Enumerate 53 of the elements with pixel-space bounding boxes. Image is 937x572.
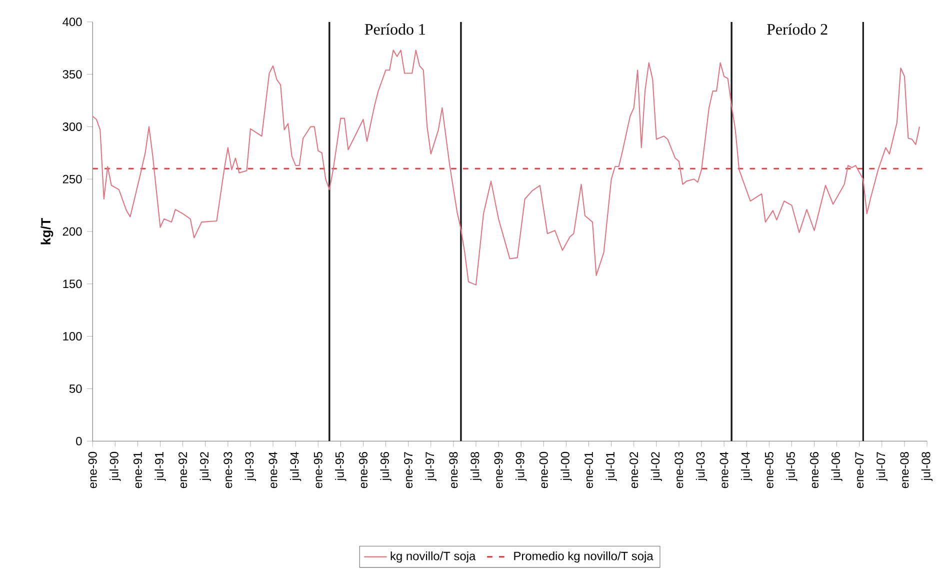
x-tick-label: ene-95 [314, 452, 322, 488]
y-tick-label: 100 [63, 332, 82, 341]
x-tick-label: jul-07 [876, 452, 888, 482]
annotation: Período 1 [364, 24, 425, 35]
line-series [92, 50, 920, 286]
x-tick-label: ene-08 [900, 452, 909, 488]
x-tick-label: jul-99 [516, 452, 527, 482]
x-tick-label: ene-99 [494, 452, 503, 488]
y-tick-label: 150 [63, 280, 82, 288]
x-tick-label: jul-98 [470, 452, 482, 482]
y-tick-label: 400 [62, 18, 82, 26]
x-tick-label: ene-05 [764, 452, 774, 488]
x-tick-label: jul-93 [244, 452, 256, 482]
legend-label: Promedio kg novillo/T soja [514, 552, 654, 563]
x-tick-label: ene-02 [630, 452, 638, 488]
x-tick-label: jul-05 [786, 452, 798, 482]
x-tick-label: jul-06 [831, 452, 842, 482]
x-tick-label: ene-92 [178, 452, 188, 488]
y-axis-title: kg/T [40, 218, 54, 244]
x-tick-label: ene-00 [539, 452, 548, 488]
x-tick-label: jul-94 [290, 452, 302, 482]
x-tick-label: jul-97 [425, 452, 436, 482]
y-tick-label: 200 [62, 227, 82, 236]
x-tick-label: ene-94 [268, 452, 278, 488]
x-tick-label: ene-90 [88, 452, 97, 488]
annotation: Período 2 [767, 24, 828, 35]
y-tick-label: 300 [62, 122, 82, 132]
x-tick-label: jul-02 [650, 452, 662, 482]
x-tick-label: jul-01 [606, 452, 617, 482]
x-tick-label: ene-04 [720, 452, 728, 488]
x-tick-label: ene-96 [358, 452, 368, 488]
x-tick-label: jul-03 [696, 452, 708, 482]
y-tick-label: 250 [62, 175, 82, 184]
y-tick-label: 0 [76, 437, 82, 446]
x-tick-label: ene-01 [584, 452, 593, 488]
x-tick-label: ene-93 [224, 452, 232, 488]
x-tick-label: ene-98 [449, 452, 458, 488]
x-tick-label: jul-95 [335, 452, 346, 482]
legend-label: kg novillo/T soja [390, 552, 476, 563]
x-tick-label: ene-03 [674, 452, 684, 488]
x-tick-label: jul-91 [154, 452, 166, 482]
x-tick-label: ene-97 [404, 452, 413, 488]
x-tick-label: ene-06 [810, 452, 818, 488]
x-tick-label: jul-00 [560, 452, 572, 482]
y-tick-label: 350 [62, 70, 82, 79]
x-tick-label: jul-04 [741, 452, 752, 482]
x-tick-label: jul-96 [380, 452, 392, 482]
x-tick-label: ene-07 [855, 452, 864, 488]
x-tick-label: jul-92 [200, 452, 211, 482]
x-tick-label: jul-90 [110, 452, 121, 482]
y-tick-label: 50 [69, 384, 82, 394]
x-tick-label: ene-91 [133, 452, 142, 488]
x-tick-label: jul-08 [921, 452, 933, 482]
